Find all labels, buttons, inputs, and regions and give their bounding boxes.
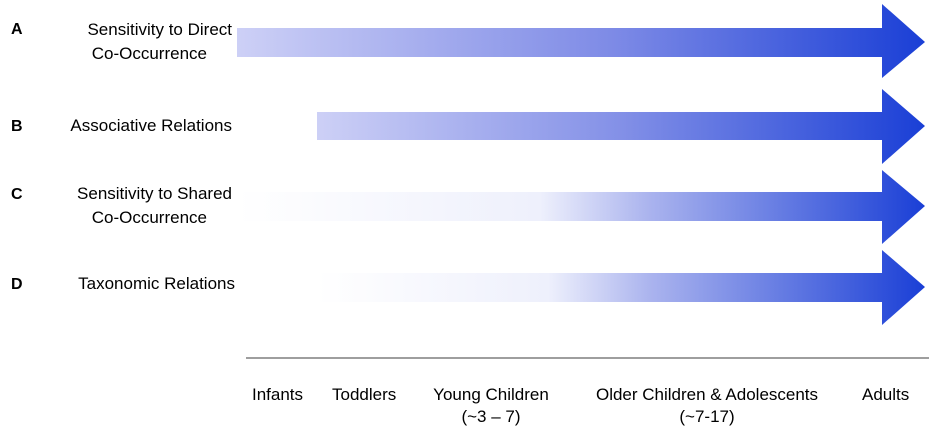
row-label-a-line2: Co-Occurrence	[91, 44, 207, 63]
arrow-d	[317, 250, 925, 325]
stage-young-children-range: (~3 – 7)	[461, 407, 521, 426]
row-label-d: Taxonomic Relations	[78, 272, 235, 296]
stage-toddlers-label: Toddlers	[332, 385, 397, 404]
arrow-b	[317, 89, 925, 164]
row-letter-a: A	[11, 21, 23, 38]
arrow-a	[237, 4, 925, 78]
row-label-a: Sensitivity to Direct Co-Occurrence	[87, 18, 232, 66]
row-label-c-line1: Sensitivity to Shared	[77, 184, 232, 203]
stage-older-children-label: Older Children & Adolescents	[595, 385, 819, 404]
stage-adults-label: Adults	[862, 385, 910, 404]
row-label-b-line1: Associative Relations	[70, 116, 232, 135]
row-letter-d: D	[11, 276, 23, 293]
row-label-c: Sensitivity to Shared Co-Occurrence	[77, 182, 232, 230]
stage-young-children-label: Young Children	[433, 385, 549, 404]
row-letter-b: B	[11, 118, 23, 135]
row-label-d-line1: Taxonomic Relations	[78, 274, 235, 293]
stage-young-children: Young Children (~3 – 7)	[424, 384, 558, 428]
row-label-c-line2: Co-Occurrence	[91, 208, 207, 227]
stage-adults: Adults	[862, 384, 909, 406]
arrow-c	[237, 170, 925, 244]
stage-older-children-range: (~7-17)	[679, 407, 735, 426]
stage-infants: Infants	[252, 384, 303, 406]
stage-infants-label: Infants	[252, 385, 304, 404]
stage-toddlers: Toddlers	[332, 384, 396, 406]
stage-older-children: Older Children & Adolescents (~7-17)	[578, 384, 836, 428]
row-label-b: Associative Relations	[70, 114, 232, 138]
row-letter-c: C	[11, 186, 23, 203]
row-label-a-line1: Sensitivity to Direct	[87, 20, 232, 39]
